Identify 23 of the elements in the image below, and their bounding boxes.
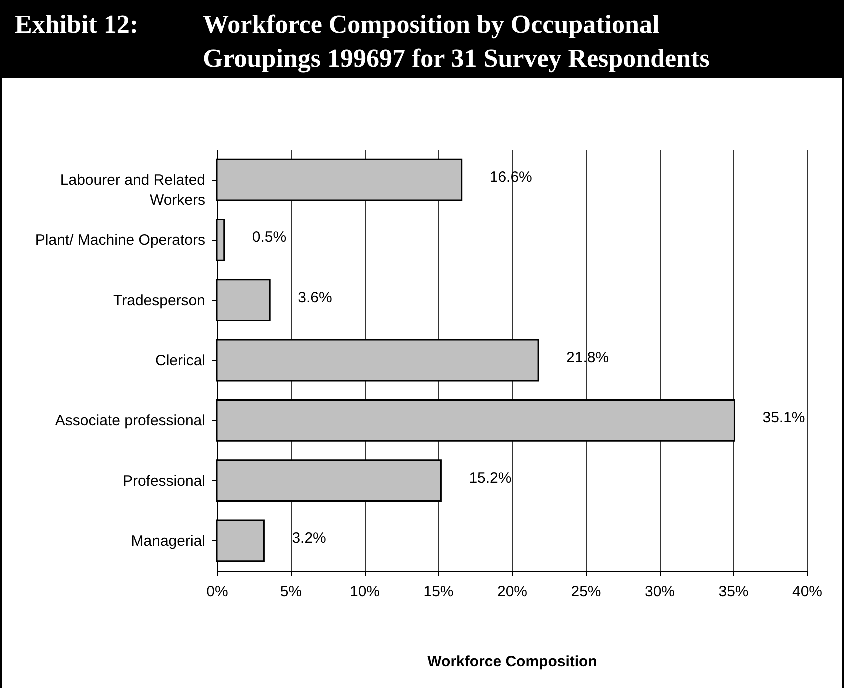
- x-tick-label: 15%: [424, 584, 454, 600]
- y-tick-label: Clerical: [155, 352, 206, 370]
- chart-title: Exhibit 12: Workforce Composition by Occupational Groupings 199697 for 31 Survey Respondents: [15, 10, 710, 73]
- x-axis-title: Workforce Composition: [428, 654, 598, 670]
- x-tick-label: 20%: [497, 584, 528, 600]
- x-tick-label: 40%: [792, 584, 823, 600]
- x-tick-label: 0%: [206, 584, 228, 600]
- y-tick-label: Labourer and Related Workers: [60, 172, 206, 210]
- x-tick-label: 25%: [571, 584, 602, 600]
- y-tick-label: Managerial: [131, 532, 206, 550]
- y-tick-label: Tradesperson: [114, 292, 206, 310]
- data-label: 35.1%: [762, 410, 806, 427]
- x-tick-label: 35%: [718, 584, 749, 600]
- y-tick-label: Professional: [122, 472, 206, 490]
- data-label: 0.5%: [252, 229, 287, 246]
- y-tick-label: Associate professional: [55, 412, 206, 430]
- y-tick-label: Plant/ Machine Operators: [35, 232, 206, 250]
- data-label: 15.2%: [469, 470, 512, 487]
- x-tick-label: 5%: [280, 584, 302, 600]
- x-tick-label: 10%: [350, 584, 380, 600]
- x-tick-label: 30%: [644, 584, 676, 600]
- data-label: 3.6%: [298, 289, 332, 306]
- data-label: 3.2%: [292, 530, 326, 547]
